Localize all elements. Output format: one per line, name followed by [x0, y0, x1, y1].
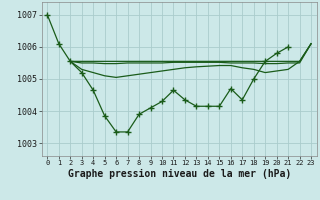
X-axis label: Graphe pression niveau de la mer (hPa): Graphe pression niveau de la mer (hPa)	[68, 169, 291, 179]
